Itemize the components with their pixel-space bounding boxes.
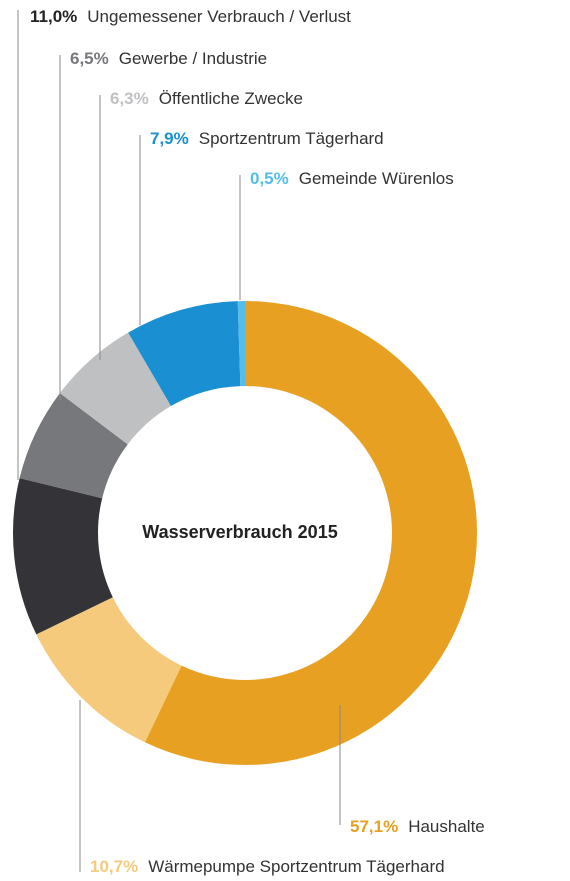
slice-percent: 10,7% (90, 857, 138, 876)
slice-percent: 11,0% (30, 7, 77, 26)
slice-percent: 57,1% (350, 817, 398, 836)
slice-label: 11,0% Ungemessener Verbrauch / Verlust (30, 7, 351, 26)
slice-label: 7,9% Sportzentrum Tägerhard (150, 129, 384, 148)
slice-name: Ungemessener Verbrauch / Verlust (87, 7, 351, 26)
slice-label: 10,7% Wärmepumpe Sportzentrum Tägerhard (90, 857, 445, 876)
slice-percent: 6,3% (110, 89, 149, 108)
slice-percent: 0,5% (250, 169, 289, 188)
donut-slice (128, 301, 241, 407)
donut-slice (19, 393, 128, 499)
donut-slice (59, 332, 171, 445)
donut-slice (12, 478, 113, 635)
slice-label: 6,5% Gewerbe / Industrie (70, 49, 267, 68)
slice-percent: 6,5% (70, 49, 109, 68)
donut-slice (144, 301, 477, 765)
slice-name: Gemeinde Würenlos (299, 169, 454, 188)
donut-slice (237, 301, 245, 387)
slice-percent: 7,9% (150, 129, 189, 148)
slice-name: Wärmepumpe Sportzentrum Tägerhard (148, 857, 444, 876)
slice-name: Öffentliche Zwecke (159, 89, 303, 108)
slice-label: 0,5% Gemeinde Würenlos (250, 169, 454, 188)
slice-label: 6,3% Öffentliche Zwecke (110, 89, 303, 108)
slice-label: 57,1% Haushalte (350, 817, 485, 836)
donut-slice (36, 597, 182, 743)
slice-name: Sportzentrum Tägerhard (199, 129, 384, 148)
slice-name: Gewerbe / Industrie (119, 49, 267, 68)
slice-name: Haushalte (408, 817, 485, 836)
chart-title: Wasserverbrauch 2015 (142, 522, 337, 542)
